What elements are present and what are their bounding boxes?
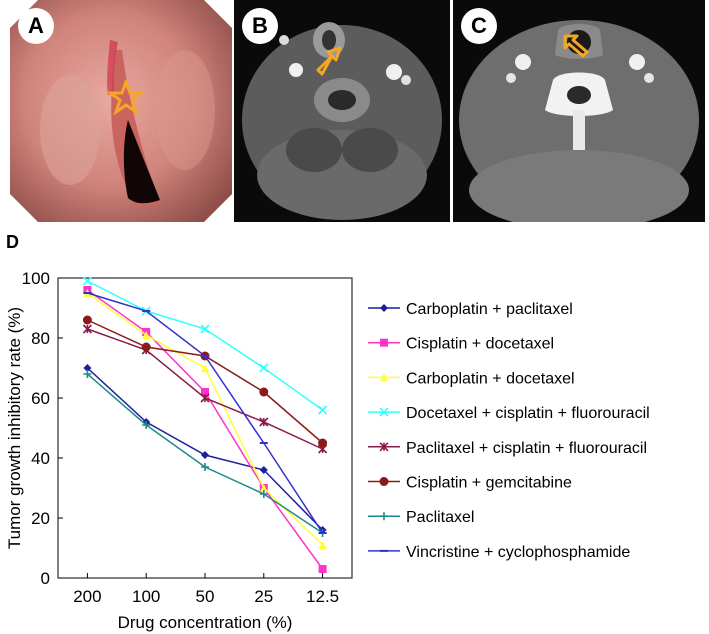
data-point bbox=[201, 364, 209, 372]
data-point bbox=[259, 363, 269, 373]
panel-label-a: A bbox=[18, 8, 54, 44]
legend-marker bbox=[379, 407, 389, 417]
x-tick-label: 25 bbox=[254, 587, 273, 606]
y-tick-label: 0 bbox=[41, 569, 50, 588]
data-point bbox=[259, 417, 269, 427]
legend-label: Vincristine + cyclophosphamide bbox=[406, 544, 630, 561]
legend-label: Carboplatin + paclitaxel bbox=[406, 301, 573, 318]
data-point bbox=[259, 484, 268, 492]
legend-label: Cisplatin + docetaxel bbox=[406, 336, 554, 353]
data-point bbox=[200, 393, 210, 403]
ct-image bbox=[453, 0, 705, 222]
series-5 bbox=[82, 324, 328, 454]
panel-a-laryngoscopy: A bbox=[10, 0, 232, 222]
data-point bbox=[259, 466, 268, 474]
legend-marker bbox=[379, 442, 389, 452]
legend-label: Docetaxel + cisplatin + fluorouracil bbox=[406, 405, 650, 422]
chart-legend: Carboplatin + paclitaxel Cisplatin + doce… bbox=[368, 301, 650, 561]
legend-item: Cisplatin + gemcitabine bbox=[368, 475, 572, 492]
x-tick-label: 100 bbox=[132, 587, 160, 606]
panel-label-b: B bbox=[242, 8, 278, 44]
legend-item: Carboplatin + paclitaxel bbox=[368, 301, 573, 318]
panel-label-d: D bbox=[6, 232, 19, 252]
y-tick-label: 80 bbox=[31, 329, 50, 348]
chart-series bbox=[82, 276, 328, 573]
panel-label-c: C bbox=[461, 8, 497, 44]
tumor-inhibition-chart: 0 20 40 60 80 100 200 100 50 25 12.5 Drug concentra… bbox=[5, 269, 650, 632]
data-point bbox=[200, 324, 210, 334]
data-point bbox=[83, 364, 92, 372]
legend-label: Paclitaxel + cisplatin + fluorouracil bbox=[406, 440, 647, 457]
x-axis-label: Drug concentration (%) bbox=[118, 613, 293, 632]
data-point bbox=[141, 342, 151, 352]
arrow-icon bbox=[563, 34, 589, 58]
series-line bbox=[86, 292, 324, 546]
x-tick-label: 200 bbox=[73, 587, 101, 606]
data-point bbox=[82, 315, 92, 325]
data-point bbox=[201, 388, 209, 396]
series-line bbox=[86, 289, 324, 570]
legend-marker bbox=[380, 304, 388, 312]
plot-frame bbox=[57, 277, 353, 579]
y-tick-label: 100 bbox=[22, 269, 50, 288]
data-point bbox=[82, 276, 92, 286]
data-point bbox=[259, 387, 269, 397]
legend-marker bbox=[379, 477, 389, 486]
data-point bbox=[142, 421, 151, 429]
mri-image bbox=[234, 0, 450, 222]
y-tick-label: 60 bbox=[31, 389, 50, 408]
legend-item: Docetaxel + cisplatin + fluorouracil bbox=[368, 405, 650, 422]
panel-c-ct: C bbox=[453, 0, 705, 222]
arrow-icon bbox=[316, 46, 342, 76]
series-8 bbox=[83, 292, 327, 534]
legend-item: Paclitaxel bbox=[368, 509, 474, 526]
legend-item: Paclitaxel + cisplatin + fluorouracil bbox=[368, 440, 647, 457]
legend-label: Cisplatin + gemcitabine bbox=[406, 475, 572, 492]
x-tick-label: 50 bbox=[196, 587, 215, 606]
legend-item: Cisplatin + docetaxel bbox=[368, 336, 554, 353]
legend-marker bbox=[380, 373, 388, 382]
legend-label: Paclitaxel bbox=[406, 509, 474, 526]
data-point bbox=[318, 565, 327, 573]
legend-item: Vincristine + cyclophosphamide bbox=[368, 544, 630, 561]
series-7 bbox=[83, 370, 327, 537]
x-tick-label: 12.5 bbox=[306, 587, 339, 606]
data-point bbox=[82, 324, 92, 334]
legend-label: Carboplatin + docetaxel bbox=[406, 370, 575, 387]
data-point bbox=[83, 370, 92, 378]
data-point bbox=[318, 541, 327, 549]
data-point bbox=[142, 331, 151, 339]
data-point bbox=[201, 463, 209, 471]
data-point bbox=[318, 438, 328, 448]
legend-marker bbox=[380, 512, 388, 521]
y-tick-label: 20 bbox=[31, 509, 50, 528]
y-tick-label: 40 bbox=[31, 449, 50, 468]
data-point bbox=[259, 490, 268, 498]
data-point bbox=[201, 451, 209, 459]
star-icon bbox=[108, 80, 144, 116]
y-axis-label: Tumor growth inhibitory rate (%) bbox=[5, 307, 24, 549]
chart-axes: 0 20 40 60 80 100 200 100 50 25 12.5 Drug concentra… bbox=[5, 269, 353, 632]
legend-item: Carboplatin + docetaxel bbox=[368, 370, 575, 387]
panel-b-mri: B bbox=[234, 0, 450, 222]
data-point bbox=[318, 405, 328, 415]
series-line bbox=[87, 319, 324, 444]
legend-marker bbox=[380, 338, 388, 347]
series-6 bbox=[82, 315, 328, 448]
